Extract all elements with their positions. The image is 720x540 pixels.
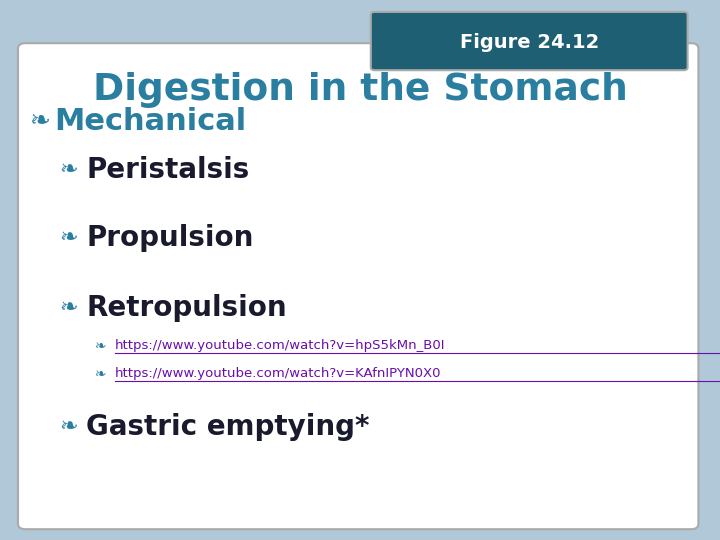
Text: https://www.youtube.com/watch?v=KAfnIPYN0X0: https://www.youtube.com/watch?v=KAfnIPYN… <box>115 367 441 380</box>
FancyBboxPatch shape <box>371 12 688 70</box>
Text: ❧: ❧ <box>95 339 107 353</box>
Text: ❧: ❧ <box>59 160 78 180</box>
Text: Retropulsion: Retropulsion <box>86 294 287 322</box>
FancyBboxPatch shape <box>18 43 698 529</box>
Text: ❧: ❧ <box>59 227 78 248</box>
Text: Propulsion: Propulsion <box>86 224 253 252</box>
Text: ❧: ❧ <box>59 298 78 318</box>
Text: ❧: ❧ <box>59 416 78 437</box>
Text: Figure 24.12: Figure 24.12 <box>459 32 599 52</box>
Text: https://www.youtube.com/watch?v=hpS5kMn_B0I: https://www.youtube.com/watch?v=hpS5kMn_… <box>115 339 446 352</box>
Text: Gastric emptying*: Gastric emptying* <box>86 413 370 441</box>
Text: ❧: ❧ <box>29 110 50 133</box>
Text: Mechanical: Mechanical <box>54 107 246 136</box>
Text: Digestion in the Stomach: Digestion in the Stomach <box>93 72 627 108</box>
Text: Peristalsis: Peristalsis <box>86 156 250 184</box>
Text: ❧: ❧ <box>95 367 107 381</box>
